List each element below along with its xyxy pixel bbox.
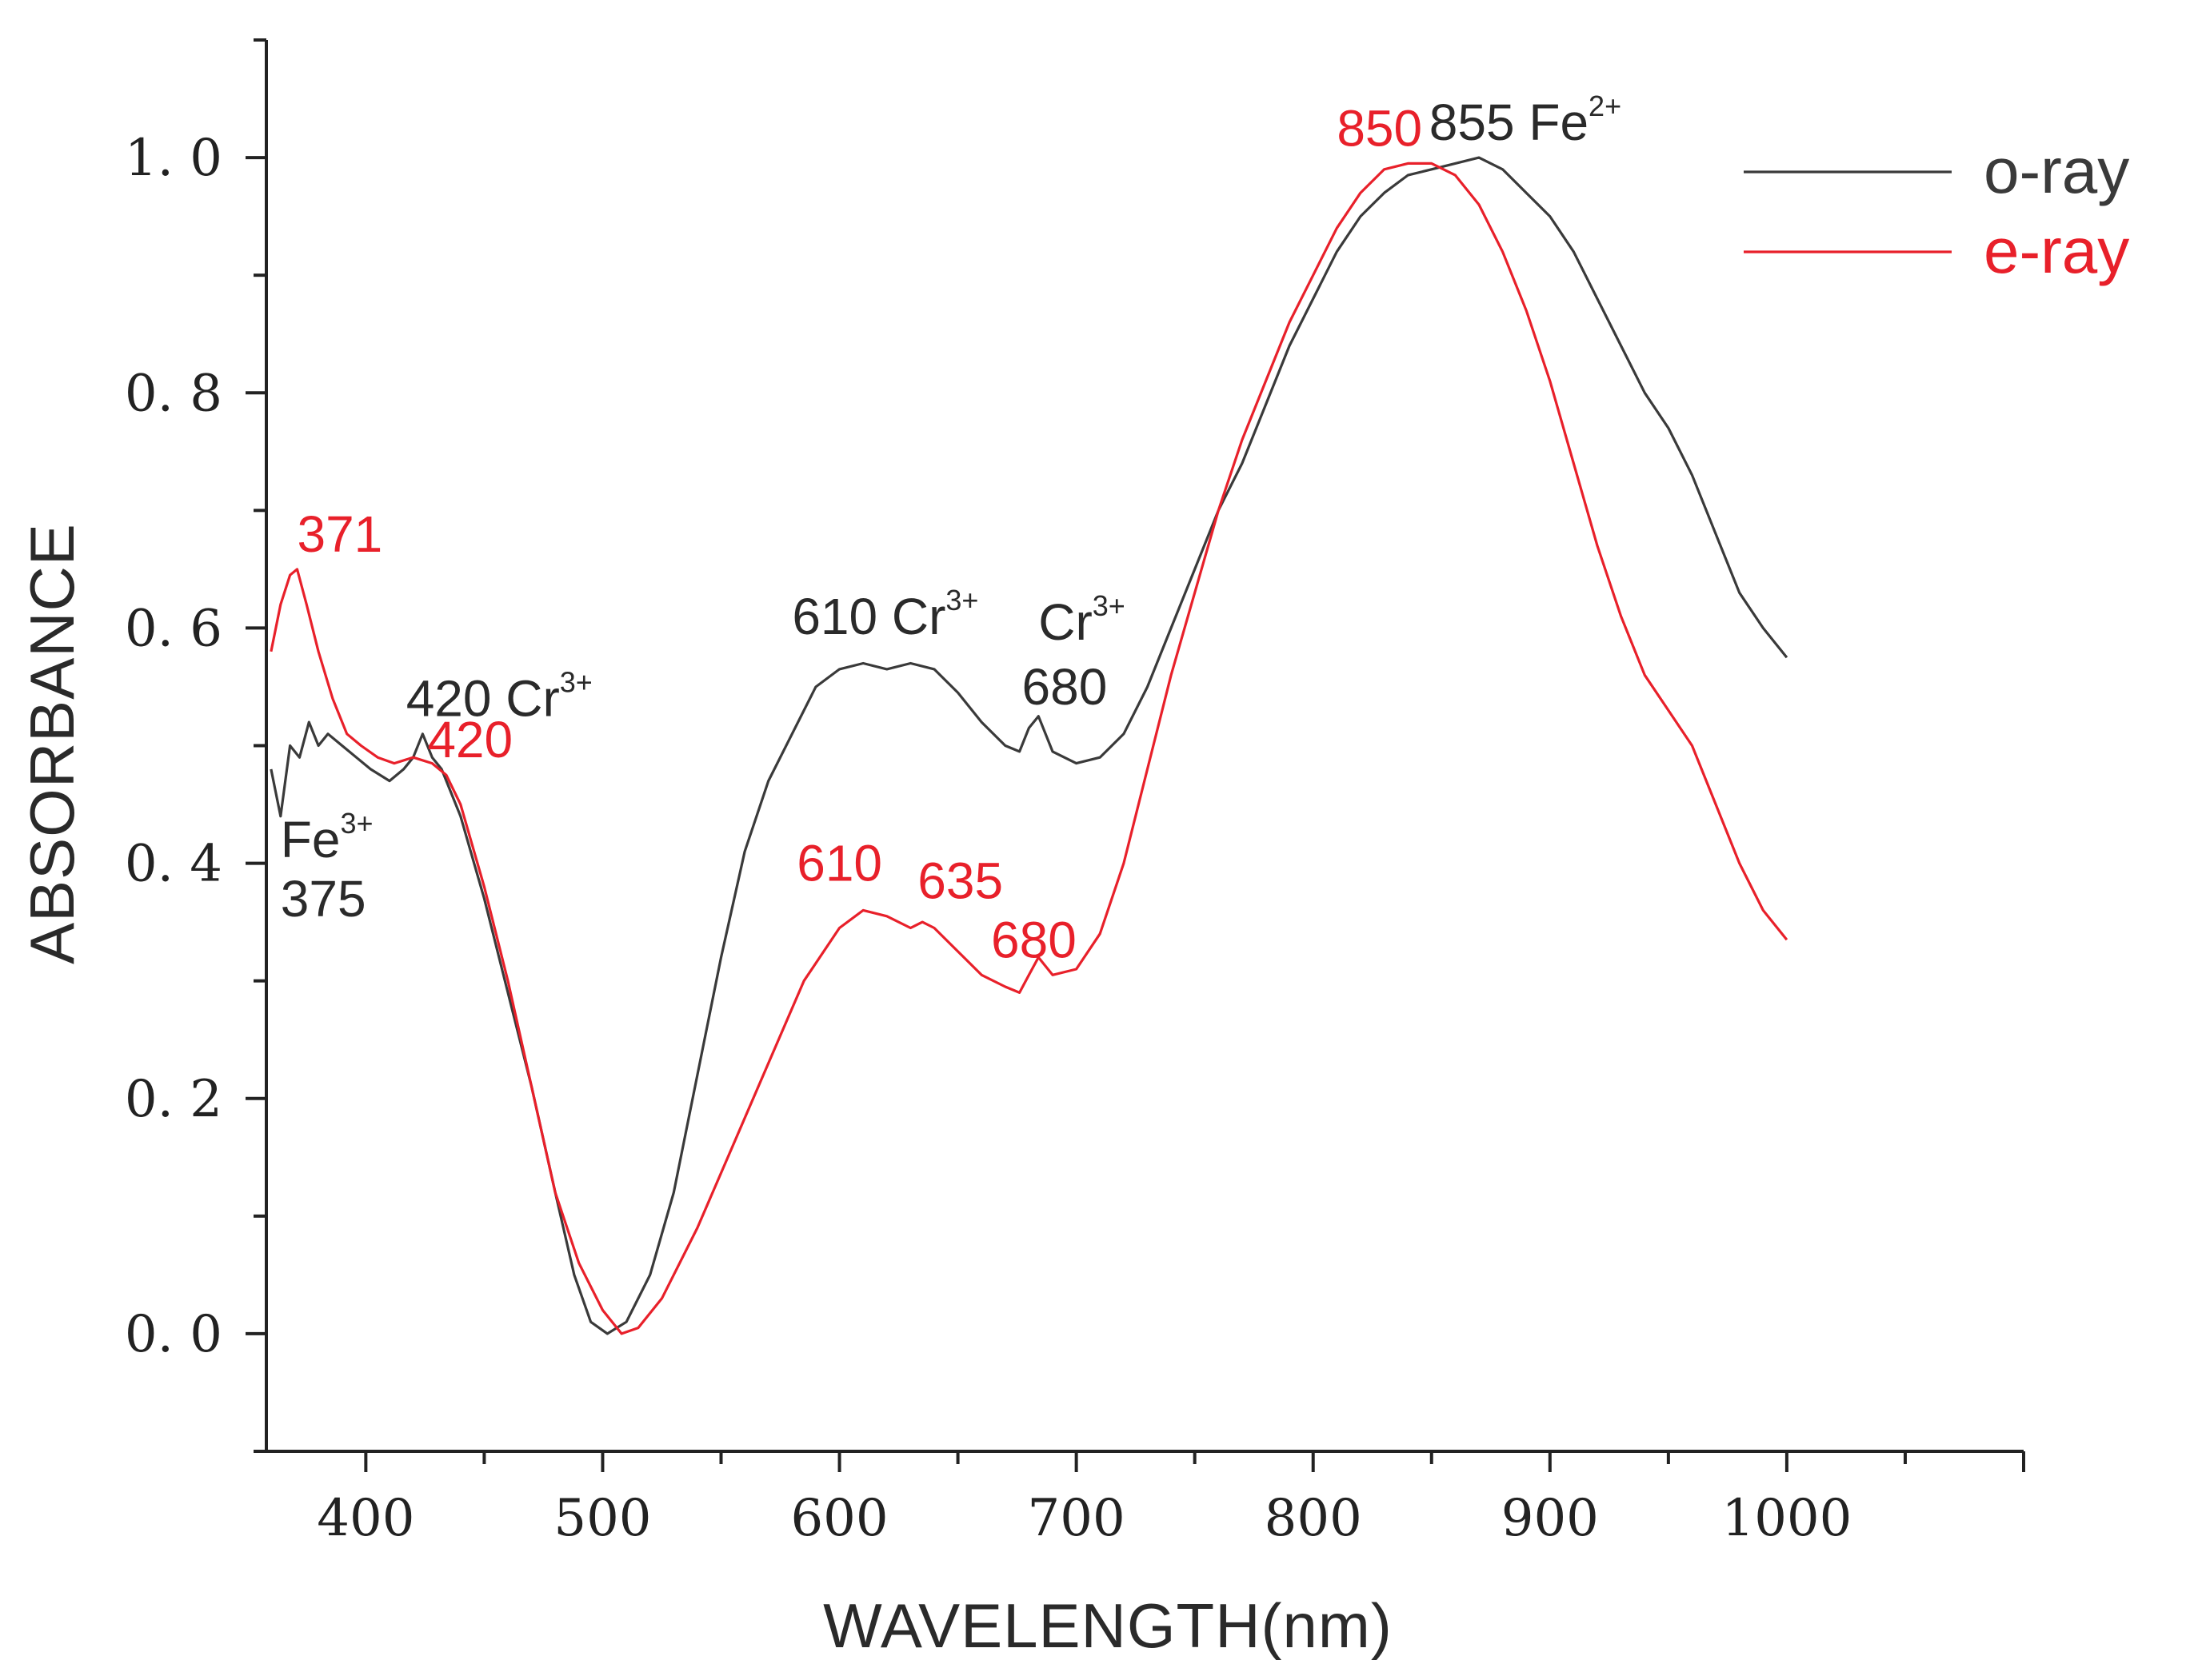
peak-annotation: 420 Cr3+	[406, 666, 593, 728]
x-tick-label: 500	[553, 1489, 651, 1548]
y-tick-label: 0. 8	[125, 364, 222, 423]
peak-annotation: 610 Cr3+	[792, 584, 978, 645]
peak-annotation: 420	[427, 711, 513, 768]
y-tick-label: 0. 4	[125, 835, 222, 894]
peak-annotations: 371 420 Cr3+420 Fe3+375 610 Cr3+ Cr3+ 680 610 6…	[281, 90, 1621, 968]
legend-label-o-ray: o-ray	[1984, 135, 2129, 206]
peak-annotation: 680	[1022, 658, 1108, 716]
legend-label-e-ray: e-ray	[1984, 215, 2129, 286]
series-line-e-ray	[270, 162, 1788, 1335]
peak-annotation: 610	[797, 835, 882, 892]
legend: o-ray e-ray	[1744, 135, 2129, 286]
y-tick-label: 1. 0	[125, 129, 222, 188]
peak-annotation: 375	[281, 870, 366, 928]
series-line-o-ray	[270, 156, 1788, 1335]
peak-annotation: 855 Fe2+	[1429, 90, 1621, 151]
y-tick-label: 0. 6	[125, 599, 222, 658]
peak-annotation: 635	[917, 852, 1003, 910]
x-axis-title: WAVELENGTH(nm)	[823, 1590, 1393, 1661]
peak-annotation: Fe3+	[281, 807, 374, 868]
peak-annotation: 371	[297, 505, 382, 563]
x-tick-label: 400	[317, 1489, 414, 1548]
y-tick-label: 0. 0	[125, 1305, 222, 1364]
x-tick-label: 900	[1501, 1489, 1599, 1548]
x-tick-label: 800	[1265, 1489, 1362, 1548]
axes: 400 500 600 700 800 900 1000 0. 0 0. 2 0. 4 0. 6 0.…	[125, 38, 2025, 1548]
peak-annotation: 680	[991, 911, 1077, 968]
y-tick-label: 0. 2	[125, 1070, 222, 1129]
peak-annotation: Cr3+	[1038, 589, 1125, 651]
x-tick-label: 700	[1028, 1489, 1125, 1548]
x-tick-label: 600	[790, 1489, 888, 1548]
series-lines	[270, 156, 1788, 1335]
peak-annotation: 850	[1337, 99, 1422, 157]
y-axis-title: ABSORBANCE	[17, 523, 87, 964]
x-tick-label: 1000	[1721, 1489, 1852, 1548]
